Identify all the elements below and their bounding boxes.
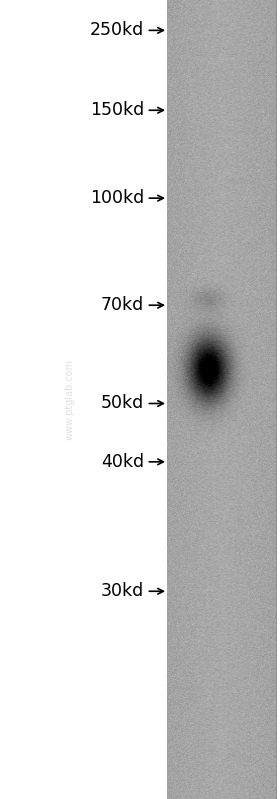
Text: 150kd: 150kd [90,101,144,119]
Text: 50kd: 50kd [101,395,144,412]
Text: 250kd: 250kd [90,22,144,39]
Text: 30kd: 30kd [101,582,144,600]
Text: 70kd: 70kd [101,296,144,314]
Text: 40kd: 40kd [101,453,144,471]
Text: 100kd: 100kd [90,189,144,207]
Text: www.ptglab.com: www.ptglab.com [65,359,75,440]
